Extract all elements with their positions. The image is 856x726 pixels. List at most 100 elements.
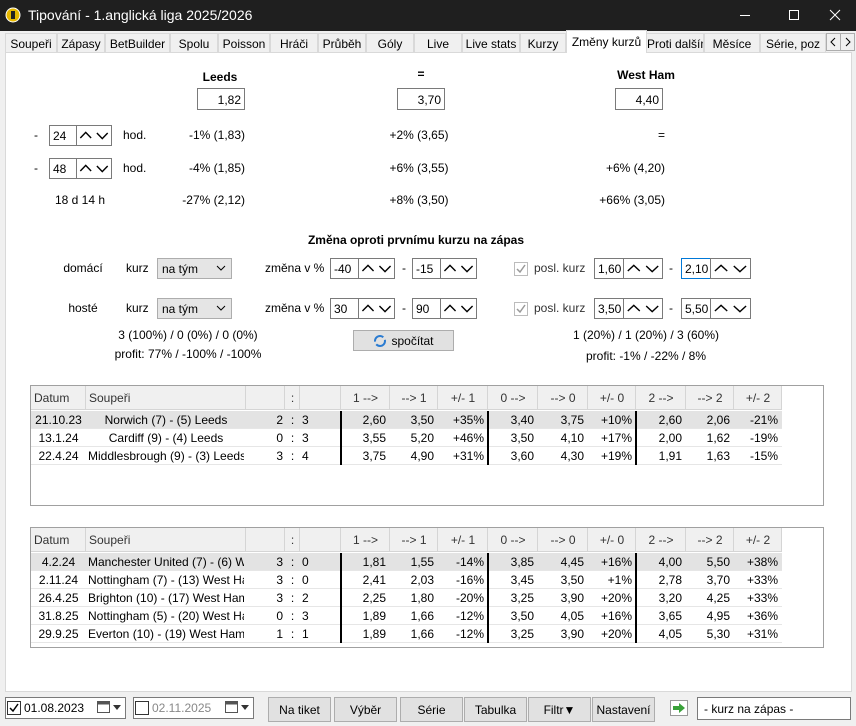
column-header: Datum [34,533,70,547]
checkbox[interactable] [514,262,528,276]
cell: 1 [302,627,309,641]
odds-field[interactable]: 4,40 [615,88,663,110]
cell: 3,45 [510,573,534,587]
header-cell [390,386,438,410]
header-cell [246,386,285,410]
change-from[interactable]: 30 [330,298,359,319]
cell: 4,30 [560,449,584,463]
tab[interactable]: Góly [366,33,414,53]
cell: +10% [600,413,632,427]
header-cell [588,386,636,410]
draw-label: = [417,67,425,81]
window-controls[interactable] [736,0,856,31]
header-cell [734,528,782,552]
tab[interactable]: BetBuilder [105,33,170,53]
footer-button[interactable]: Filtr▼ [528,697,591,722]
title-bar [0,0,856,31]
cell: -14% [455,555,484,569]
tab[interactable]: Poisson [218,33,270,53]
cell: 4,90 [410,449,434,463]
column-header: +/- 1 [450,391,476,405]
change-to[interactable]: 90 [412,298,441,319]
footer-button[interactable]: Nastavení [592,697,655,722]
spin-buttons[interactable] [76,158,112,179]
change-to[interactable]: -15 [412,258,441,279]
tab[interactable]: Série, poz [760,33,826,53]
odds-field[interactable]: 1,82 [197,88,245,110]
change-home: -1% (1,83) [188,128,245,142]
checkbox[interactable] [514,302,528,316]
checkbox[interactable] [135,701,149,715]
tab-scroll[interactable] [826,33,856,51]
tab[interactable]: Změny kurzů [566,30,647,53]
cell: 31.8.25 [38,609,79,623]
last-to[interactable]: 2,10 [681,258,711,279]
header-cell [538,528,588,552]
group-divider [340,553,342,643]
cell: 1,81 [362,555,386,569]
last-to[interactable]: 5,50 [681,298,711,319]
away-profit: profit: -1% / -22% / 8% [585,349,707,363]
checkbox[interactable] [7,701,21,715]
tab[interactable]: Zápasy [57,33,105,53]
tab[interactable]: Live stats [462,33,520,53]
arrow-icon[interactable] [670,700,688,716]
date-text: 01.08.2023 [24,701,85,715]
table-row [31,411,782,429]
spin-buttons[interactable] [623,298,663,319]
footer-button[interactable]: Na tiket [268,697,331,722]
cell: 3,40 [510,413,534,427]
odds-select[interactable]: na tým [157,298,232,319]
tab[interactable]: Soupeři [5,33,57,53]
header-cell [86,386,246,410]
spin-buttons[interactable] [440,298,477,319]
change-from[interactable]: -40 [330,258,359,279]
tab[interactable]: Live [414,33,462,53]
select-arrow [216,265,226,271]
date-picker[interactable] [5,697,126,719]
tab[interactable]: Hráči [270,33,318,53]
hours-field[interactable]: 48 [49,158,77,179]
refresh-icon [374,335,386,347]
footer-button[interactable]: Výběr [334,697,397,722]
cell: 0 [302,573,309,587]
spin-buttons[interactable] [623,258,663,279]
tab[interactable]: Měsíce [704,33,760,53]
odds-field[interactable]: 3,70 [397,88,445,110]
header-cell [488,528,538,552]
dash: - [669,261,673,275]
spin-buttons[interactable] [710,298,751,319]
calc-button[interactable]: spočítat [353,330,454,351]
tab[interactable]: Průběh [318,33,366,53]
tab[interactable]: Proti dalším [646,33,704,53]
tab[interactable]: Spolu [170,33,218,53]
last-from[interactable]: 3,50 [594,298,624,319]
cell: 1,66 [410,609,434,623]
column-header: : [290,533,295,547]
calendar-icon [225,701,238,713]
spin-buttons[interactable] [358,258,395,279]
header-cell [734,386,782,410]
spin-buttons[interactable] [710,258,751,279]
odds-select[interactable]: na tým [157,258,232,279]
header-cell [300,528,341,552]
prefix: - [34,128,38,142]
header-cell [285,528,300,552]
dropdown-arrow [241,705,249,710]
last-from[interactable]: 1,60 [594,258,624,279]
spin-buttons[interactable] [440,258,477,279]
spin-buttons[interactable] [358,298,395,319]
column-header: 1 --> [352,533,378,547]
cell: 4,95 [706,609,730,623]
filter-title: Změna oproti prvnímu kurzu na zápas [307,233,525,247]
group-divider [487,553,489,643]
cell: 2,60 [362,413,386,427]
footer-button[interactable]: Tabulka [464,697,527,722]
spin-buttons[interactable] [76,125,112,146]
header-cell [686,528,734,552]
hours-field[interactable]: 24 [49,125,77,146]
footer-button[interactable]: Série [400,697,463,722]
cell: 2,41 [362,573,386,587]
tab[interactable]: Kurzy [520,33,566,53]
date-picker[interactable] [133,697,254,719]
